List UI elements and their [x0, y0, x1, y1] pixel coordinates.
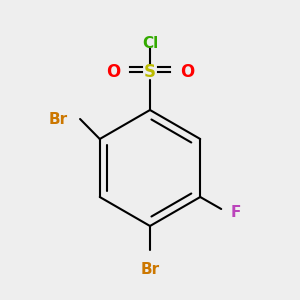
Text: S: S: [144, 63, 156, 81]
Text: Br: Br: [140, 262, 160, 277]
Text: F: F: [230, 205, 241, 220]
Text: Br: Br: [49, 112, 68, 128]
Text: O: O: [180, 63, 194, 81]
Text: O: O: [106, 63, 120, 81]
Text: Cl: Cl: [142, 37, 158, 52]
